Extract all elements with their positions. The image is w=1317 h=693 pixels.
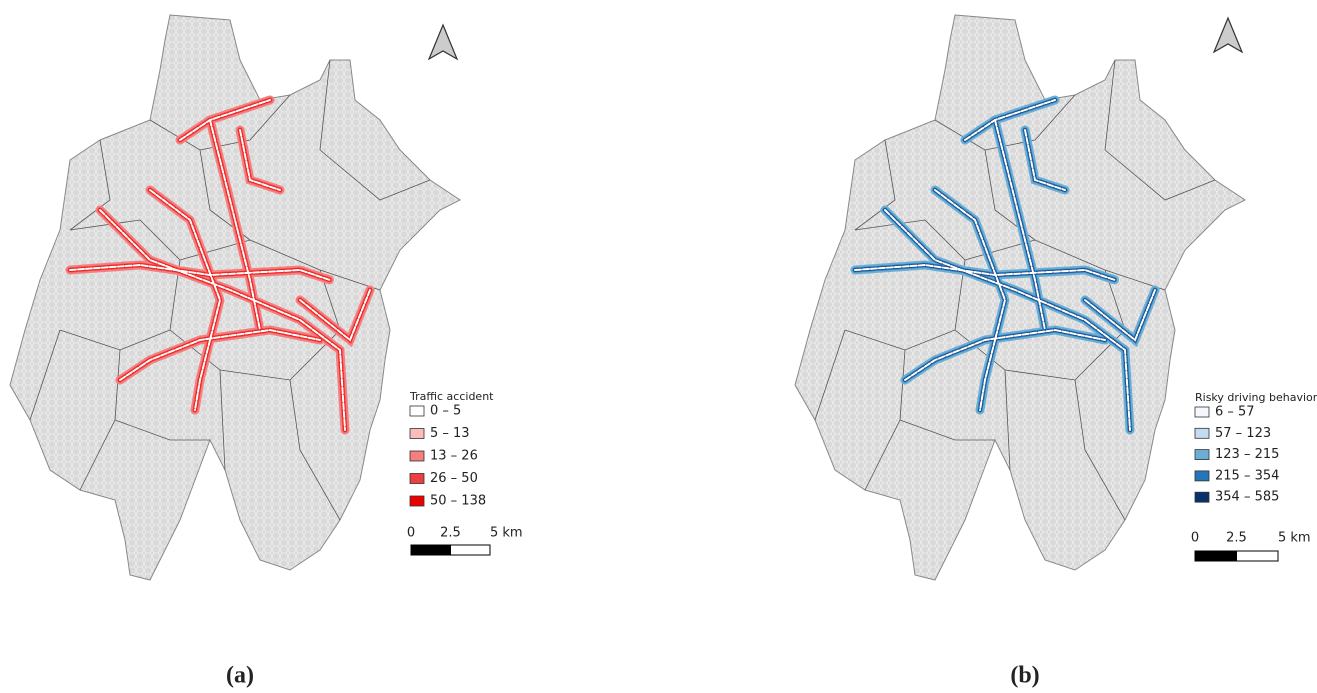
region-fill (9, 14, 461, 581)
legend-swatch (409, 450, 425, 462)
region-fill (794, 14, 1246, 581)
legend-label: 5 – 13 (430, 426, 470, 441)
legend-swatch (409, 495, 425, 507)
map (9, 14, 461, 581)
scale-label: 0 (1191, 531, 1199, 546)
legend-label: 26 – 50 (430, 471, 478, 486)
map (794, 14, 1246, 581)
legend-title: Traffic accident (409, 390, 494, 403)
scale-label: 2.5 (1226, 531, 1247, 546)
legend-title: Risky driving behaviors (1195, 391, 1317, 404)
legend-swatch (1194, 449, 1210, 461)
legend-swatch (1194, 491, 1210, 503)
legend-label: 50 – 138 (430, 494, 486, 509)
scale-label: 0 (407, 526, 415, 541)
legend-label: 215 – 354 (1215, 468, 1279, 483)
legend-label: 123 – 215 (1215, 447, 1279, 462)
legend-swatch (1194, 427, 1210, 439)
scale-bar-white (1236, 550, 1279, 562)
legend-swatch (409, 428, 425, 439)
legend-label: 354 – 585 (1215, 490, 1279, 505)
north-arrow (1213, 17, 1243, 53)
legend-label: 57 – 123 (1215, 426, 1271, 441)
legend-label: 13 – 26 (430, 449, 478, 464)
legend-swatch (1194, 406, 1210, 418)
legend-label: 0 – 5 (430, 404, 461, 419)
north-arrow (428, 24, 458, 60)
panel-label: (a) (226, 663, 254, 689)
legend-swatch (1194, 470, 1210, 482)
legend-label: 6 – 57 (1215, 405, 1255, 420)
panel-label: (b) (1010, 663, 1039, 689)
scale-bar-white (450, 544, 491, 556)
scale-bar-black (410, 544, 451, 556)
scale-bar-black (1194, 550, 1237, 562)
scale-label: 2.5 (440, 526, 461, 541)
scale-label: 5 km (1278, 531, 1311, 546)
legend-swatch (409, 473, 425, 484)
scale-label: 5 km (490, 526, 523, 541)
legend-swatch (409, 405, 425, 417)
